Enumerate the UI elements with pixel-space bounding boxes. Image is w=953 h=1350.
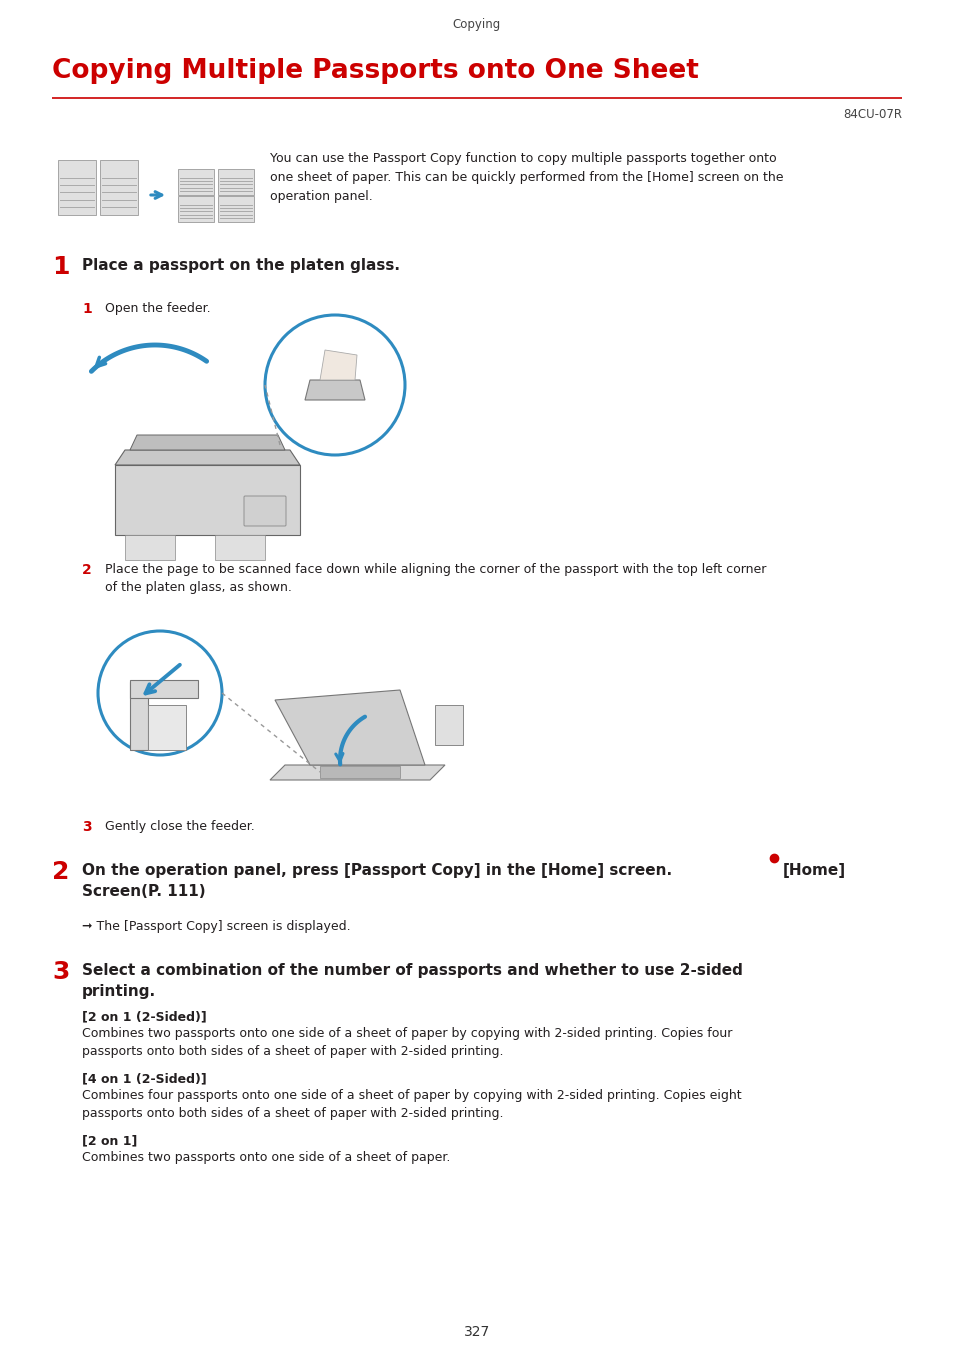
Polygon shape: [130, 435, 285, 450]
Text: [Home]: [Home]: [782, 863, 845, 878]
Polygon shape: [274, 690, 424, 765]
Bar: [218, 169, 253, 194]
Bar: [319, 765, 399, 778]
Text: 327: 327: [463, 1324, 490, 1339]
Text: 2: 2: [52, 860, 70, 884]
Text: Select a combination of the number of passports and whether to use 2-sided
print: Select a combination of the number of pa…: [82, 963, 742, 999]
Bar: [435, 705, 462, 745]
Bar: [100, 161, 138, 215]
Text: You can use the Passport Copy function to copy multiple passports together onto
: You can use the Passport Copy function t…: [270, 153, 782, 202]
Text: Combines two passports onto one side of a sheet of paper by copying with 2-sided: Combines two passports onto one side of …: [82, 1027, 732, 1058]
Text: 1: 1: [52, 255, 70, 279]
Text: 3: 3: [82, 819, 91, 834]
FancyBboxPatch shape: [244, 495, 286, 526]
FancyBboxPatch shape: [115, 464, 299, 535]
Text: [2 on 1 (2-Sided)]: [2 on 1 (2-Sided)]: [82, 1010, 207, 1023]
Polygon shape: [305, 379, 365, 400]
Text: Combines two passports onto one side of a sheet of paper.: Combines two passports onto one side of …: [82, 1152, 450, 1164]
Bar: [130, 680, 198, 698]
Circle shape: [98, 630, 222, 755]
Text: Combines four passports onto one side of a sheet of paper by copying with 2-side: Combines four passports onto one side of…: [82, 1089, 740, 1120]
Text: 84CU-07R: 84CU-07R: [842, 108, 901, 122]
Text: 2: 2: [82, 563, 91, 576]
Text: ➞ The [Passport Copy] screen is displayed.: ➞ The [Passport Copy] screen is displaye…: [82, 919, 351, 933]
Bar: [58, 161, 96, 215]
FancyBboxPatch shape: [125, 535, 174, 560]
Text: Gently close the feeder.: Gently close the feeder.: [105, 819, 254, 833]
Text: Copying Multiple Passports onto One Sheet: Copying Multiple Passports onto One Shee…: [52, 58, 699, 84]
Text: Open the feeder.: Open the feeder.: [105, 302, 211, 315]
Polygon shape: [115, 450, 299, 464]
Bar: [178, 196, 213, 221]
Text: Screen(P. 111): Screen(P. 111): [82, 884, 206, 899]
Text: Copying: Copying: [453, 18, 500, 31]
Text: 1: 1: [82, 302, 91, 316]
Bar: [148, 705, 186, 751]
Text: [2 on 1]: [2 on 1]: [82, 1134, 137, 1148]
Circle shape: [265, 315, 405, 455]
Bar: [178, 169, 213, 194]
Polygon shape: [270, 765, 444, 780]
Text: [4 on 1 (2-Sided)]: [4 on 1 (2-Sided)]: [82, 1072, 207, 1085]
Text: Place a passport on the platen glass.: Place a passport on the platen glass.: [82, 258, 399, 273]
Bar: [130, 682, 148, 751]
Text: 3: 3: [52, 960, 70, 984]
Polygon shape: [319, 350, 356, 379]
Text: Place the page to be scanned face down while aligning the corner of the passport: Place the page to be scanned face down w…: [105, 563, 765, 594]
Text: On the operation panel, press [Passport Copy] in the [Home] screen.: On the operation panel, press [Passport …: [82, 863, 677, 878]
Bar: [218, 196, 253, 221]
FancyBboxPatch shape: [214, 535, 265, 560]
